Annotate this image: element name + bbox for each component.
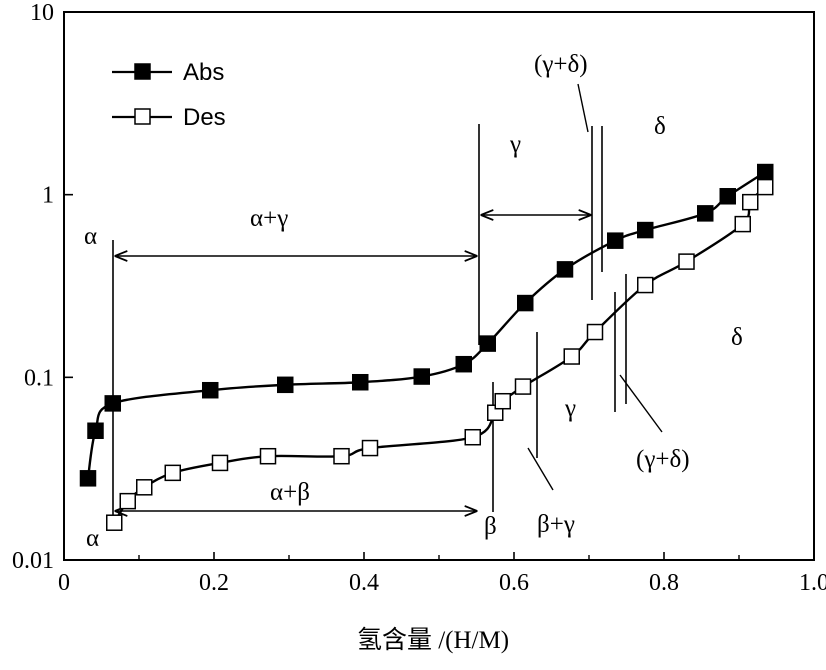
abs-data-point [79,470,97,487]
x-axis: 0 0.2 0.4 0.6 0.8 1.0 [58,552,826,596]
beta-gamma-leader [527,447,554,491]
x-tick-label: 0.2 [199,570,229,596]
annotation-delta-top: δ [654,113,666,140]
annotation-gamma-delta-bottom: (γ+δ) [636,446,690,473]
y-tick-label: 0.1 [24,365,54,391]
y-axis: 0.01 0.1 1 10 [12,0,73,574]
abs-series-line [86,171,766,479]
des-data-point [637,276,654,294]
x-tick-label: 0.6 [499,570,529,596]
abs-data-point [757,163,774,181]
abs-data-point [87,422,104,440]
series-layer [79,163,774,531]
abs-data-point [277,376,294,394]
y-tick-label: 0.01 [12,548,54,574]
des-data-point [757,178,774,196]
des-data-point [464,428,481,446]
des-data-point [514,378,532,395]
abs-data-point [479,335,496,352]
legend-des-label: Des [183,104,226,131]
abs-data-point [352,373,369,391]
y-tick-label: 10 [30,0,54,26]
des-data-point [164,464,181,482]
annotation-alpha-bottom: α [86,525,99,552]
abs-data-point [607,232,624,249]
annotation-delta-bottom: δ [731,324,743,351]
legend-des-marker [134,108,151,125]
des-data-point [333,447,350,465]
des-data-point [494,392,511,410]
annotation-alpha-beta: α+β [270,479,310,506]
abs-data-point [104,395,121,412]
abs-data-point [517,294,534,312]
annotation-beta-gamma: β+γ [537,511,575,538]
x-axis-label: 氢含量 /(H/M) [357,626,509,654]
des-data-point [361,439,379,457]
des-data-point [136,479,153,496]
legend: Abs Des [112,59,226,131]
des-data-point [106,514,123,531]
des-data-point [586,323,604,341]
des-data-point [563,348,580,365]
abs-data-point [455,355,472,373]
annotation-alpha-top: α [84,223,97,250]
x-tick-label: 0.4 [349,570,379,596]
des-data-point [211,454,229,472]
annotation-beta: β [484,513,497,540]
des-data-point [734,215,751,233]
annotation-gamma-delta-top: (γ+δ) [534,51,588,78]
annotation-gamma-top: γ [509,131,521,158]
x-tick-label: 0 [58,570,70,596]
legend-abs-label: Abs [183,59,224,86]
des-data-point [678,253,695,270]
abs-data-point [556,261,574,278]
des-data-point [742,193,759,211]
legend-abs-marker [134,63,151,80]
abs-data-point [719,188,736,205]
annotation-alpha-gamma: α+γ [250,205,288,232]
gamma-delta-bottom-leader [619,374,663,433]
x-tick-label: 1.0 [799,570,826,596]
abs-data-point [202,381,219,399]
abs-data-point [413,368,430,385]
x-tick-label: 0.8 [649,570,679,596]
abs-phase-lines [112,124,603,527]
gamma-delta-top-leader [577,83,589,133]
abs-data-point [637,221,654,239]
abs-data-point [697,205,714,222]
y-tick-label: 1 [42,183,54,209]
des-data-point [259,447,277,465]
annotation-gamma-bottom: γ [564,395,576,422]
des-data-point [119,492,136,510]
